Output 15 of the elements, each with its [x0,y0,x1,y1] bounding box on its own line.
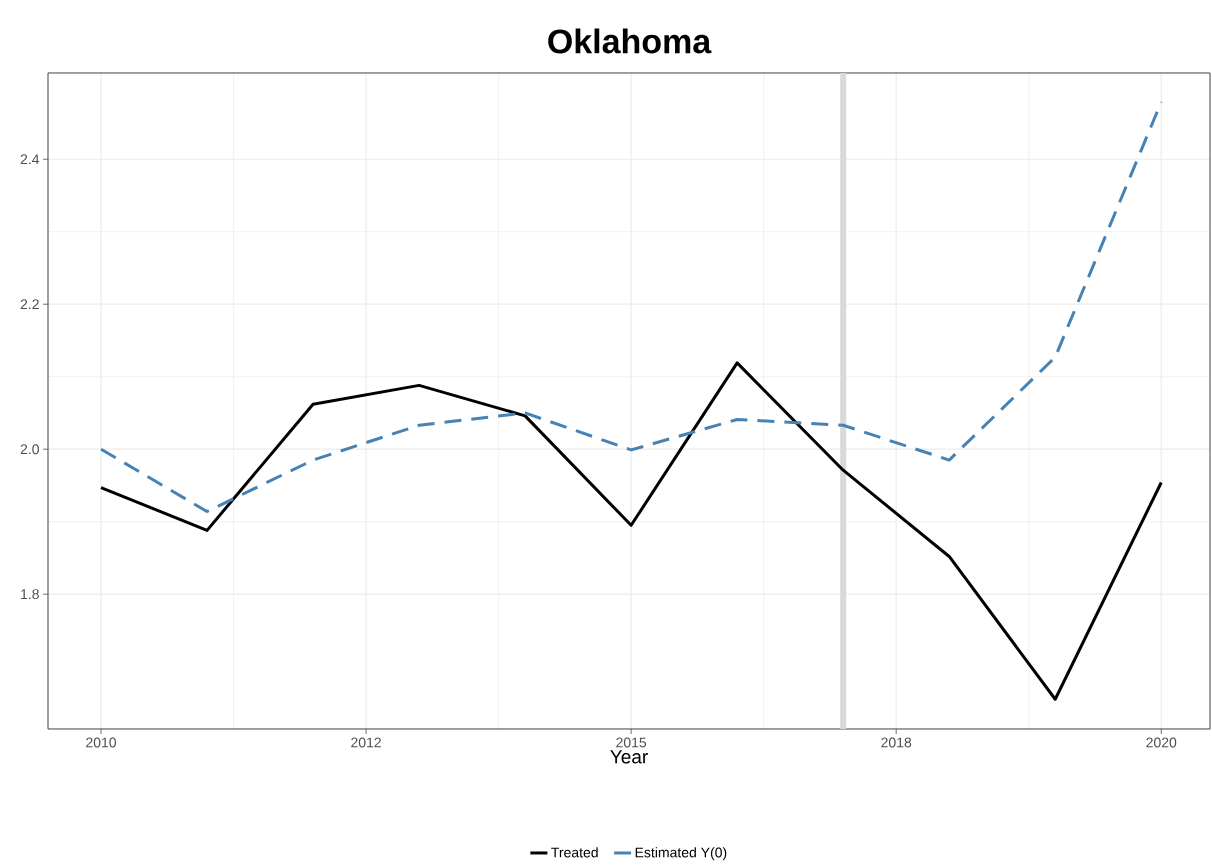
legend-label: Treated [551,847,598,858]
x-tick-label: 2020 [1146,737,1177,748]
chart-title: Oklahoma [548,28,712,54]
line-series [99,100,1163,514]
x-tick-label: 2018 [881,737,912,748]
x-tick-label: 2012 [351,737,381,748]
x-axis-title: Year [610,750,648,764]
legend-label: Estimated Y(0) [635,847,727,861]
y-tick-label: 2.2 [20,299,39,310]
x-tick-label: 2015 [616,737,647,748]
y-tick-label: 2.0 [20,444,39,455]
x-tick-label: 2010 [86,737,117,748]
y-tick-label: 2.4 [20,154,40,165]
line-series [99,361,1163,701]
y-tick-label: 1.8 [21,589,39,600]
